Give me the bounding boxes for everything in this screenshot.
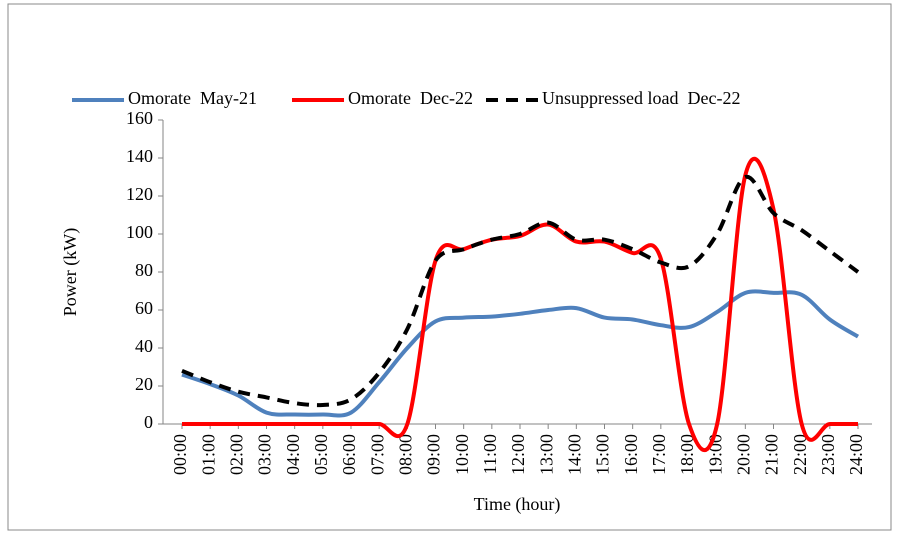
- series-line: [181, 289, 860, 418]
- x-tick-label: 14:00: [564, 434, 584, 475]
- x-tick-label: 15:00: [593, 434, 613, 475]
- y-tick-label: 100: [126, 222, 153, 242]
- chart-border: [7, 3, 892, 531]
- x-tick-label: 04:00: [283, 434, 303, 475]
- x-tick-label: 02:00: [226, 434, 246, 475]
- y-tick-label: 140: [126, 146, 153, 166]
- y-tick-label: 40: [135, 336, 153, 356]
- y-tick-label: 80: [135, 260, 153, 280]
- y-tick-label: 20: [135, 374, 153, 394]
- x-tick-label: 23:00: [818, 434, 838, 475]
- x-tick-label: 16:00: [621, 434, 641, 475]
- y-tick-label: 120: [126, 184, 153, 204]
- legend-label: Omorate Dec-22: [348, 88, 473, 108]
- legend-label: Unsuppressed load Dec-22: [542, 88, 740, 108]
- x-tick-label: 24:00: [846, 434, 866, 475]
- series-line: [181, 174, 860, 408]
- y-axis-title: Power (kW): [60, 228, 81, 316]
- x-axis-title: Time (hour): [474, 494, 561, 515]
- x-tick-label: 01:00: [198, 434, 218, 475]
- y-tick-label: 0: [144, 412, 153, 432]
- x-tick-label: 19:00: [705, 434, 725, 475]
- x-tick-label: 17:00: [649, 434, 669, 475]
- x-tick-label: 05:00: [311, 434, 331, 475]
- x-tick-label: 03:00: [255, 434, 275, 475]
- x-tick-label: 12:00: [508, 434, 528, 475]
- x-tick-label: 06:00: [339, 434, 359, 475]
- x-tick-label: 09:00: [424, 434, 444, 475]
- x-tick-label: 10:00: [452, 434, 472, 475]
- legend-label: Omorate May-21: [128, 88, 257, 108]
- y-tick-label: 60: [135, 298, 153, 318]
- y-tick-label: 160: [126, 108, 153, 128]
- x-tick-label: 20:00: [733, 434, 753, 475]
- x-tick-label: 21:00: [762, 434, 782, 475]
- x-tick-label: 18:00: [677, 434, 697, 475]
- x-tick-label: 22:00: [790, 434, 810, 475]
- x-tick-label: 08:00: [395, 434, 415, 475]
- x-tick-label: 11:00: [480, 434, 500, 474]
- x-tick-label: 00:00: [170, 434, 190, 475]
- x-tick-label: 13:00: [536, 434, 556, 475]
- x-tick-label: 07:00: [367, 434, 387, 475]
